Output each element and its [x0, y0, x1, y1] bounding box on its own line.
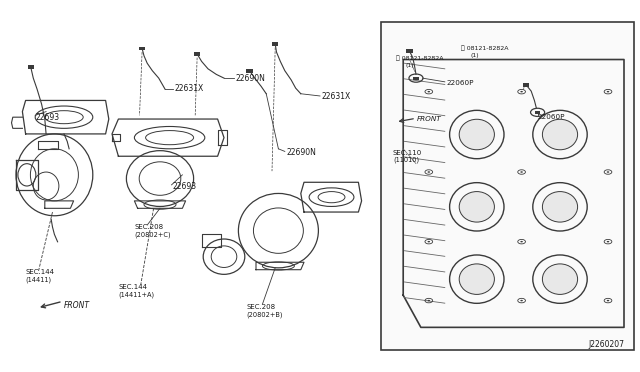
Ellipse shape — [460, 192, 495, 222]
Bar — [28, 65, 34, 69]
Ellipse shape — [543, 192, 578, 222]
Ellipse shape — [520, 171, 523, 173]
Ellipse shape — [460, 119, 495, 150]
Text: (11010): (11010) — [393, 157, 419, 163]
Text: 22631X: 22631X — [321, 92, 351, 101]
Bar — [139, 46, 145, 50]
Text: SEC.110: SEC.110 — [393, 150, 422, 155]
Ellipse shape — [520, 241, 523, 243]
Text: 22693: 22693 — [173, 182, 197, 190]
Text: 22693: 22693 — [36, 113, 60, 122]
Ellipse shape — [520, 91, 523, 92]
Text: 22690N: 22690N — [236, 74, 266, 83]
Ellipse shape — [428, 171, 430, 173]
Text: J2260207: J2260207 — [588, 340, 624, 349]
Bar — [413, 77, 419, 80]
Bar — [535, 111, 540, 114]
Bar — [246, 69, 253, 73]
Text: 22631X: 22631X — [174, 84, 204, 93]
Text: (14411): (14411) — [26, 276, 52, 283]
Text: 22060P: 22060P — [538, 114, 565, 120]
Bar — [406, 49, 413, 53]
Text: (20802+B): (20802+B) — [246, 311, 283, 318]
Bar — [194, 52, 200, 56]
Ellipse shape — [428, 91, 430, 92]
Text: 22690N: 22690N — [286, 148, 316, 157]
Ellipse shape — [607, 91, 609, 92]
Ellipse shape — [428, 300, 430, 301]
Text: (14411+A): (14411+A) — [118, 291, 154, 298]
Text: (20802+C): (20802+C) — [134, 232, 171, 238]
Ellipse shape — [607, 171, 609, 173]
Text: SEC.208: SEC.208 — [134, 224, 164, 230]
Text: SEC.144: SEC.144 — [118, 284, 147, 290]
Text: FRONT: FRONT — [417, 116, 442, 122]
Ellipse shape — [520, 300, 523, 301]
Text: 22060P: 22060P — [446, 80, 474, 86]
Text: Ⓑ 08121-8282A: Ⓑ 08121-8282A — [461, 45, 508, 51]
Text: (1): (1) — [470, 53, 479, 58]
Bar — [272, 42, 278, 46]
Text: SEC.144: SEC.144 — [26, 269, 54, 275]
Ellipse shape — [607, 300, 609, 301]
Bar — [523, 83, 529, 87]
Ellipse shape — [543, 264, 578, 294]
Text: SEC.208: SEC.208 — [246, 304, 276, 310]
Ellipse shape — [543, 119, 578, 150]
Ellipse shape — [607, 241, 609, 243]
Text: FRONT: FRONT — [64, 301, 90, 310]
Ellipse shape — [460, 264, 495, 294]
Ellipse shape — [428, 241, 430, 243]
Text: Ⓑ 08121-8282A: Ⓑ 08121-8282A — [396, 55, 443, 61]
Text: (1): (1) — [405, 63, 413, 68]
Bar — [381, 22, 634, 350]
